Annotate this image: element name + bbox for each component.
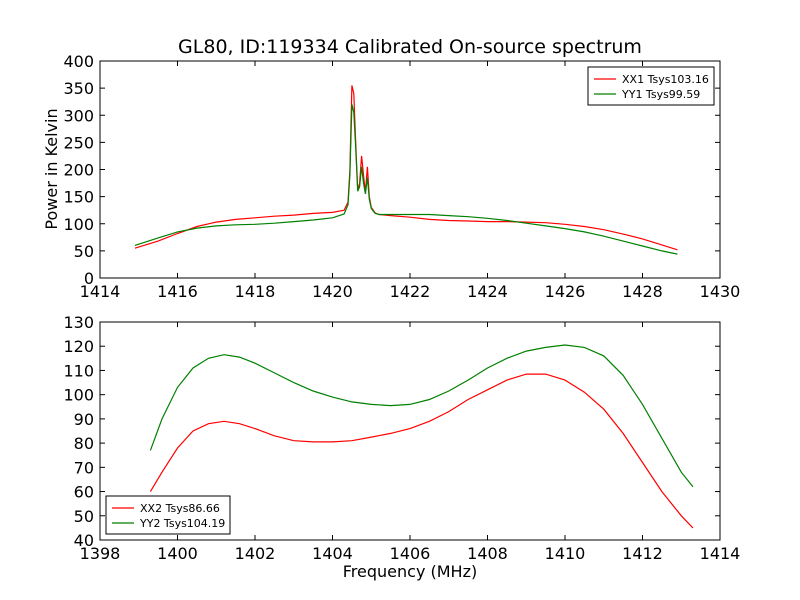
bottom-series-line-2 xyxy=(149,344,694,488)
top-legend: XX1 Tsys103.16 YY1 Tsys99.59 xyxy=(587,66,715,106)
bottom-y-tick-label: 80 xyxy=(74,434,94,453)
bottom-x-tick-label: 1398 xyxy=(80,544,121,563)
bottom-y-tick-label: 50 xyxy=(74,507,94,526)
bottom-x-tick-label: 1410 xyxy=(545,544,586,563)
bottom-x-tick-label: 1408 xyxy=(467,544,508,563)
bottom-y-tick-label: 100 xyxy=(63,386,94,405)
top-y-tick-label: 150 xyxy=(63,188,94,207)
bottom-y-tick-label: 130 xyxy=(63,313,94,332)
top-chart: 1414 1416 1418 1420 1422 1424 1426 1428 1430 0 50 1… xyxy=(63,52,740,301)
top-x-tick-label: 1414 xyxy=(80,282,121,301)
top-y-tick-label: 400 xyxy=(63,52,94,71)
bottom-y-tick-label: 110 xyxy=(63,361,94,380)
top-legend-label-1: XX1 Tsys103.16 xyxy=(622,73,709,86)
top-legend-label-2: YY1 Tsys99.59 xyxy=(621,88,700,101)
bottom-legend-label-2: YY2 Tsys104.19 xyxy=(139,517,225,530)
bottom-y-tick-label: 70 xyxy=(74,458,94,477)
bottom-series-line-1 xyxy=(149,373,694,529)
top-x-tick-label: 1420 xyxy=(312,282,353,301)
top-x-tick-label: 1426 xyxy=(545,282,586,301)
top-y-axis-label: Power in Kelvin xyxy=(42,108,61,229)
top-y-tick-label: 50 xyxy=(74,242,94,261)
top-x-tick-label: 1424 xyxy=(467,282,508,301)
bottom-x-tick-label: 1406 xyxy=(390,544,431,563)
top-y-tick-label: 200 xyxy=(63,161,94,180)
bottom-legend-box xyxy=(105,495,231,535)
top-y-tick-label: 300 xyxy=(63,106,94,125)
bottom-legend-label-1: XX2 Tsys86.66 xyxy=(140,502,220,515)
top-y-tick-label: 0 xyxy=(84,269,94,288)
bottom-x-tick-label: 1402 xyxy=(235,544,276,563)
bottom-x-axis-label: Frequency (MHz) xyxy=(343,562,477,581)
top-x-tick-label: 1418 xyxy=(235,282,276,301)
bottom-x-tick-label: 1400 xyxy=(157,544,198,563)
bottom-x-tick-label: 1412 xyxy=(622,544,663,563)
top-y-tick-label: 100 xyxy=(63,215,94,234)
top-x-tick-label: 1416 xyxy=(157,282,198,301)
bottom-y-tick-label: 40 xyxy=(74,531,94,550)
bottom-x-tick-label: 1404 xyxy=(312,544,353,563)
top-chart-title: GL80, ID:119334 Calibrated On-source spe… xyxy=(178,36,642,58)
top-series-line-2 xyxy=(134,104,678,255)
bottom-chart: 1398 1400 1402 1404 1406 1408 1410 1412 1414 40 50… xyxy=(63,313,740,563)
bottom-legend: XX2 Tsys86.66 YY2 Tsys104.19 xyxy=(105,495,231,535)
bottom-x-tick-label: 1414 xyxy=(700,544,741,563)
bottom-y-tick-label: 90 xyxy=(74,410,94,429)
top-x-tick-label: 1428 xyxy=(622,282,663,301)
top-x-tick-label: 1430 xyxy=(700,282,741,301)
bottom-y-tick-label: 120 xyxy=(63,337,94,356)
bottom-y-tick-label: 60 xyxy=(74,483,94,502)
top-y-tick-label: 350 xyxy=(63,79,94,98)
top-series-line-1 xyxy=(134,85,678,251)
top-y-tick-label: 250 xyxy=(63,133,94,152)
top-legend-box xyxy=(587,66,715,106)
top-x-tick-label: 1422 xyxy=(390,282,431,301)
